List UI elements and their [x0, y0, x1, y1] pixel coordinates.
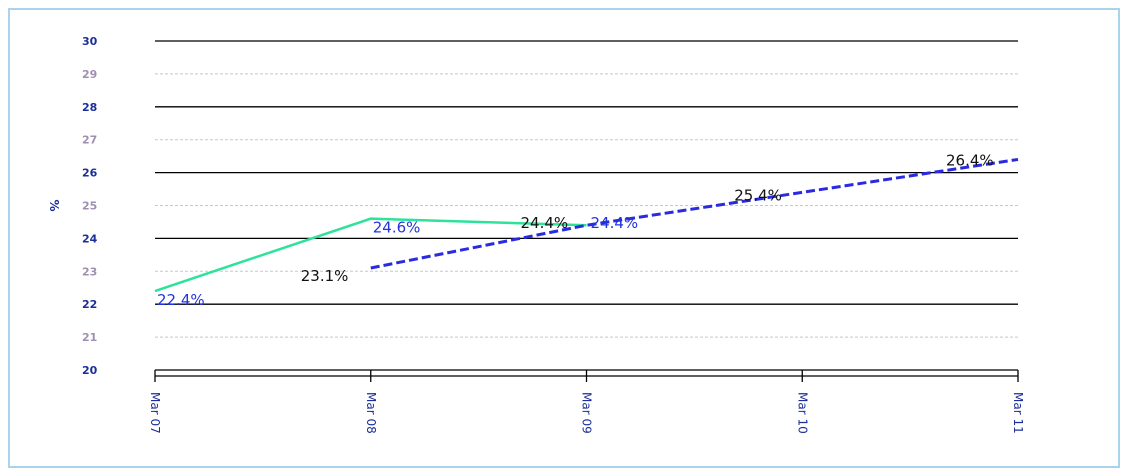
y-tick-label: 28	[82, 101, 97, 114]
series-line-2	[370, 157, 1019, 270]
y-tick-label: 23	[82, 265, 97, 278]
data-label: 24.6%	[373, 219, 421, 237]
y-tick-label: 30	[82, 35, 98, 48]
y-tick-label: 22	[82, 298, 97, 311]
y-tick-label: 27	[82, 134, 97, 147]
x-tick-label: Mar 08	[364, 392, 378, 434]
data-label: 26.4%	[946, 151, 994, 169]
data-label: 22.4%	[157, 291, 205, 309]
x-tick-label: Mar 09	[580, 392, 594, 434]
x-tick-label: Mar 10	[795, 392, 809, 434]
data-label: 24.4%	[521, 214, 569, 232]
data-label: 23.1%	[301, 267, 349, 285]
data-label: 24.4%	[591, 214, 639, 232]
y-axis-label: %	[47, 199, 61, 211]
y-tick-label: 25	[82, 200, 97, 213]
series-line-1	[154, 217, 587, 293]
y-tick-label: 20	[82, 364, 98, 377]
y-tick-label: 21	[82, 331, 97, 344]
y-tick-label: 29	[82, 68, 97, 81]
x-tick-label: Mar 07	[148, 392, 162, 434]
y-tick-label: 24	[82, 232, 98, 245]
y-tick-label: 26	[82, 167, 98, 180]
data-label: 25.4%	[734, 186, 782, 204]
x-tick-label: Mar 11	[1011, 392, 1025, 434]
